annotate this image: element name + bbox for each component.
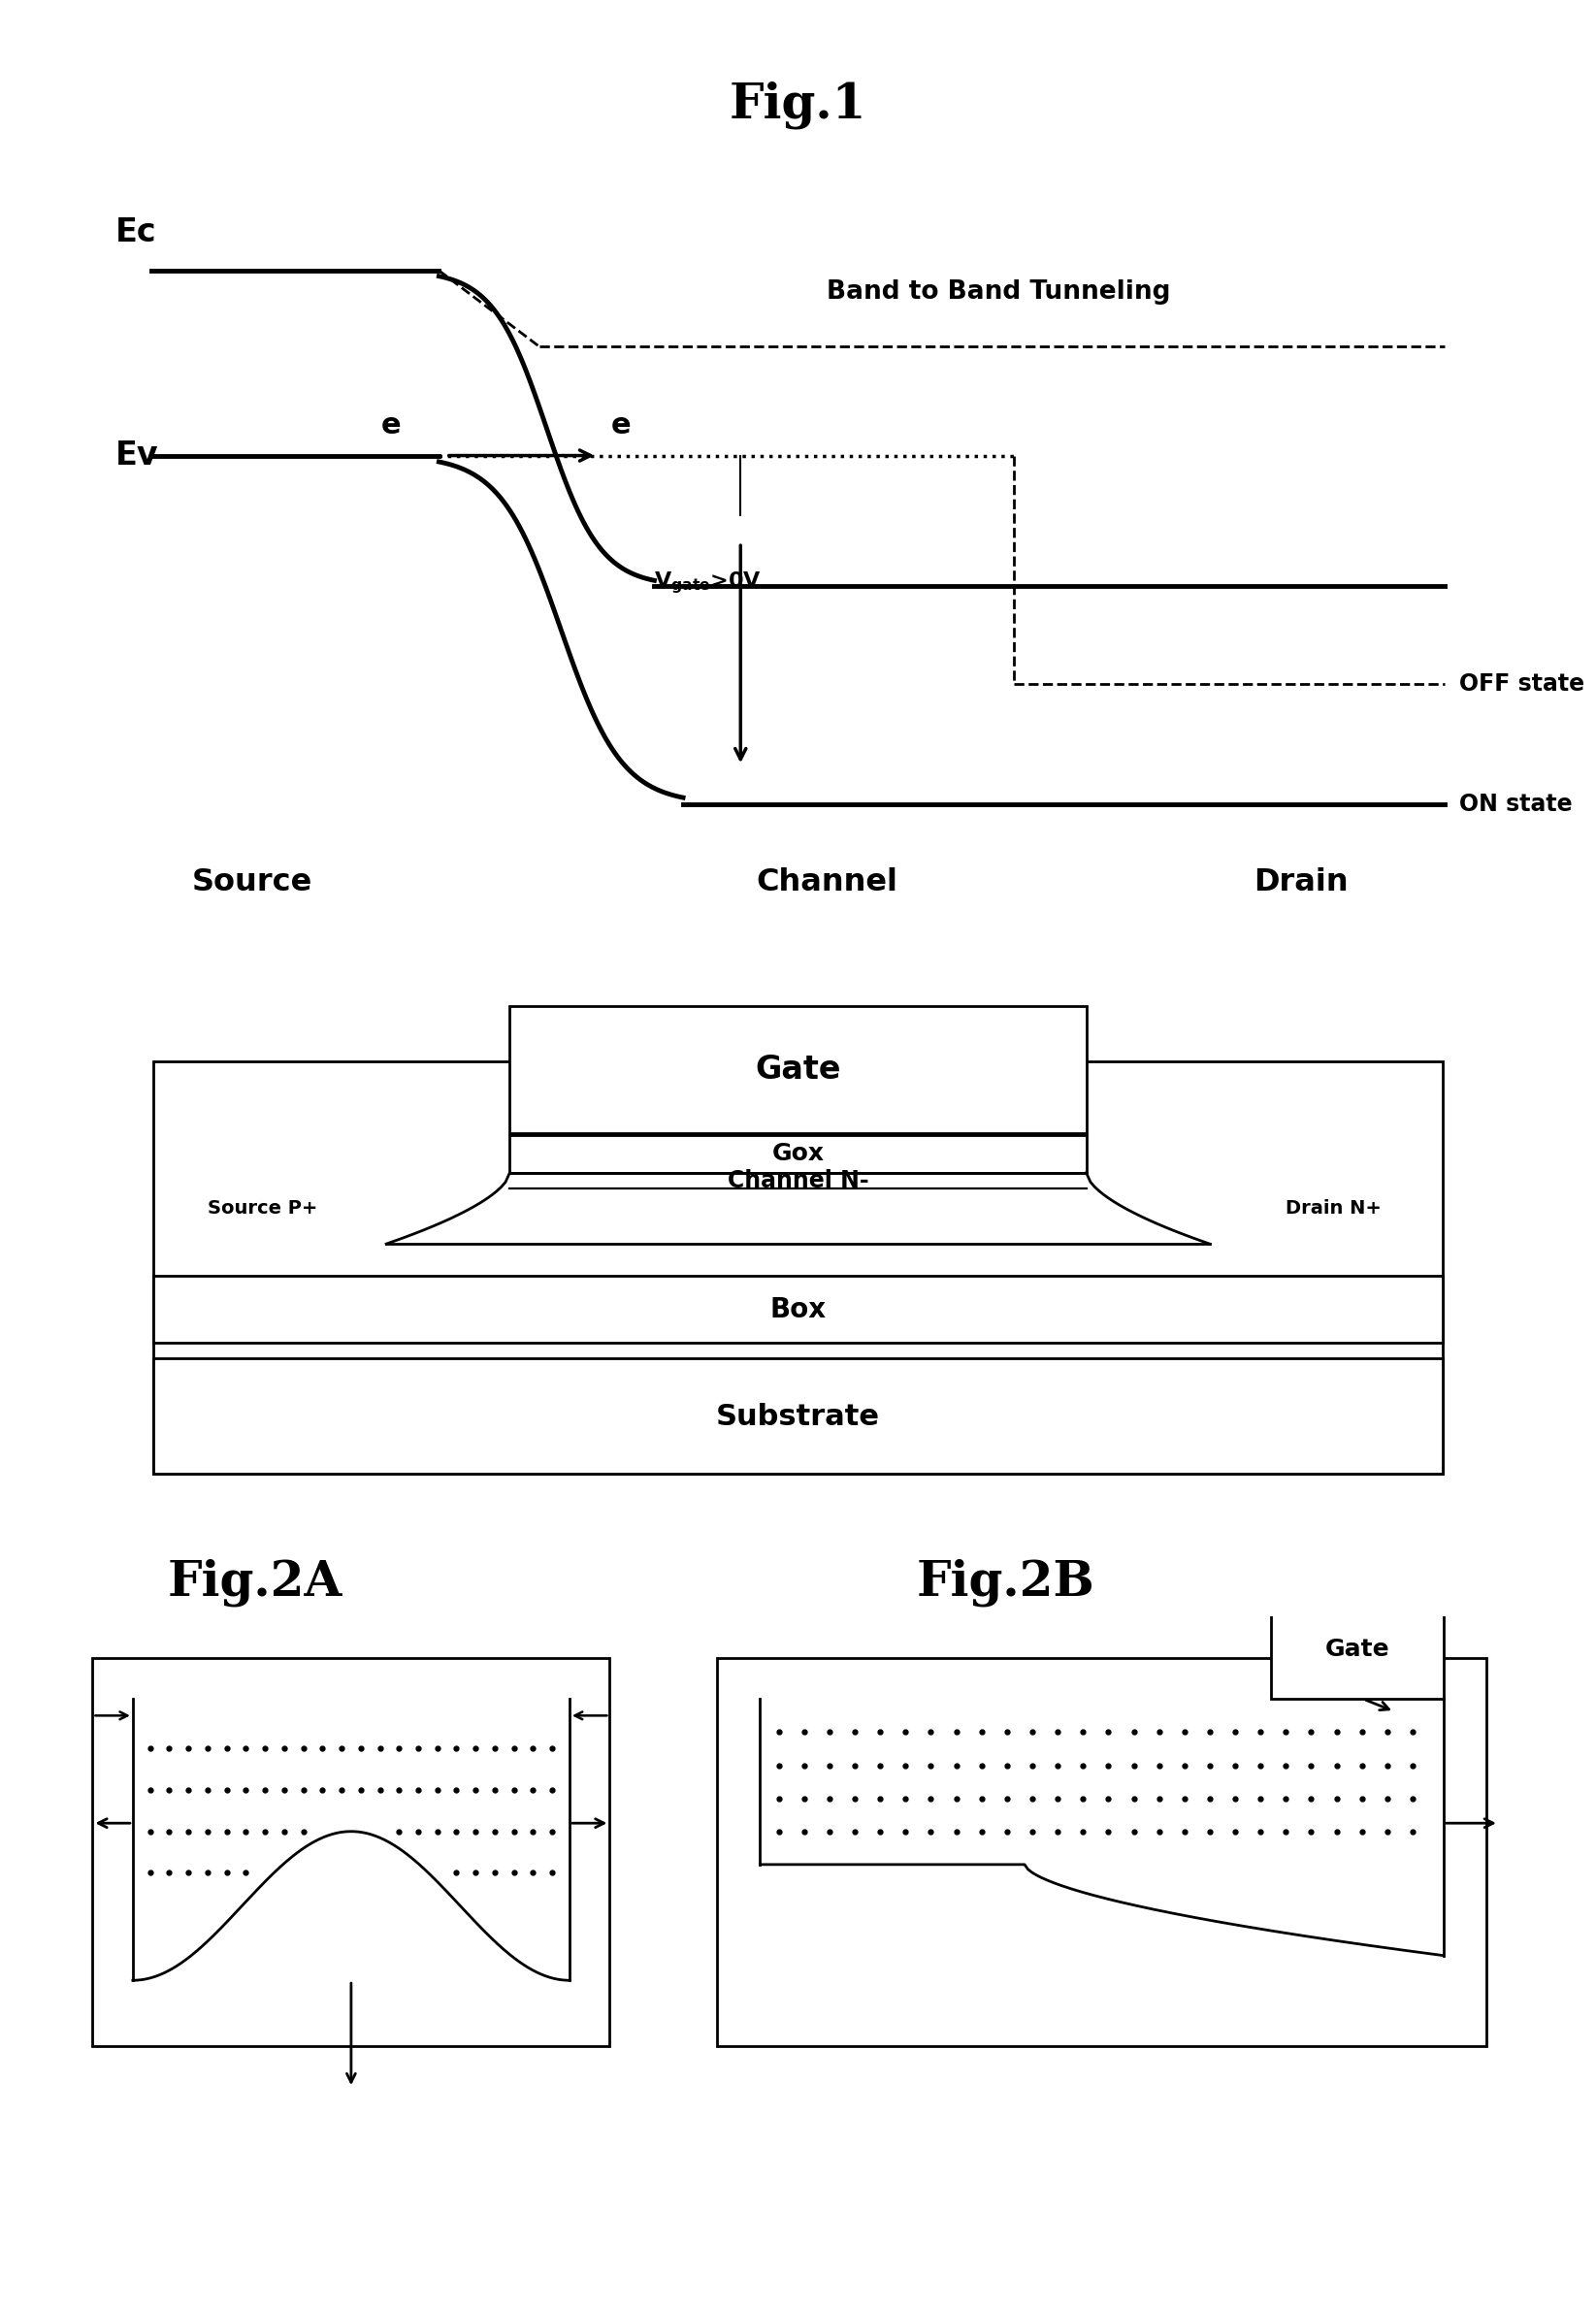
Text: Fig.1: Fig.1 — [729, 81, 867, 129]
Text: Box: Box — [769, 1295, 827, 1323]
Text: Drain: Drain — [1253, 868, 1349, 898]
Text: Fig.2B: Fig.2B — [916, 1559, 1095, 1607]
Text: OFF state: OFF state — [1459, 672, 1583, 695]
Text: Substrate: Substrate — [717, 1402, 879, 1432]
Text: Drain N+: Drain N+ — [1285, 1198, 1381, 1217]
Bar — [153, 1275, 1443, 1344]
Text: Gox: Gox — [772, 1143, 824, 1166]
Text: ON state: ON state — [1459, 792, 1572, 815]
Bar — [93, 1658, 610, 2046]
Text: Band to Band Tunneling: Band to Band Tunneling — [827, 279, 1171, 305]
Bar — [153, 1358, 1443, 1473]
Bar — [153, 1062, 1443, 1473]
Bar — [509, 1134, 1087, 1173]
Text: Channel: Channel — [757, 868, 897, 898]
Text: e: e — [381, 411, 402, 439]
Bar — [509, 1007, 1087, 1134]
Text: Source P+: Source P+ — [207, 1198, 318, 1217]
Text: e: e — [611, 411, 632, 439]
Bar — [1270, 1600, 1443, 1699]
Text: Fig.2A: Fig.2A — [168, 1559, 343, 1607]
Bar — [717, 1658, 1486, 2046]
Text: Gate: Gate — [1325, 1637, 1390, 1660]
Text: Gate: Gate — [755, 1053, 841, 1085]
Text: Source: Source — [192, 868, 313, 898]
Text: Ev: Ev — [117, 439, 160, 471]
Text: Ec: Ec — [117, 217, 156, 249]
Text: V$_{\mathbf{gate}}$>0V: V$_{\mathbf{gate}}$>0V — [654, 570, 761, 596]
Text: Channel N-: Channel N- — [728, 1168, 868, 1191]
